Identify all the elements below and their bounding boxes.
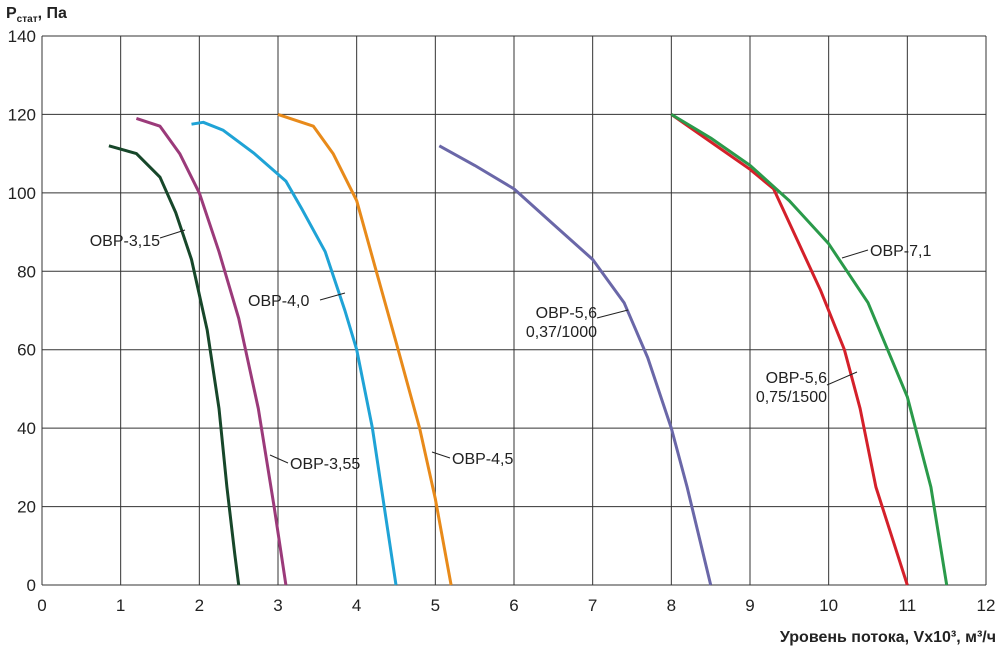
x-tick-label: 7 — [588, 596, 597, 615]
series-label: ОВР-5,6 0,75/1500 — [756, 370, 827, 406]
y-tick-label: 40 — [17, 419, 36, 438]
x-tick-label: 10 — [819, 596, 838, 615]
series-line — [135, 116, 288, 586]
x-tick-label: 8 — [667, 596, 676, 615]
y-axis-title-main: P — [6, 5, 17, 22]
series-label-line: 0,37/1000 — [526, 324, 597, 341]
leader-line — [159, 229, 186, 239]
series-line — [191, 120, 398, 586]
y-tick-label: 20 — [17, 498, 36, 517]
leader-line — [269, 454, 289, 464]
series-label: ОВР-7,1 — [870, 243, 931, 260]
leader-line — [431, 451, 451, 459]
x-tick-label: 12 — [977, 596, 996, 615]
series-label: ОВР-3,15 — [90, 233, 160, 250]
series-label: ОВР-5,6 0,37/1000 — [526, 305, 597, 341]
y-tick-label: 120 — [8, 105, 36, 124]
series-label-line: ОВР-5,6 — [766, 370, 827, 387]
series-line — [438, 144, 713, 586]
leader-line — [596, 309, 629, 319]
y-tick-label: 140 — [8, 27, 36, 46]
x-tick-label: 3 — [273, 596, 282, 615]
series-line — [108, 144, 241, 586]
x-tick-label: 1 — [116, 596, 125, 615]
x-axis-title: Уровень потока, Vx10³, м³/ч — [780, 629, 996, 646]
y-axis-title-sub: стат — [17, 14, 38, 25]
series-line — [670, 113, 909, 586]
x-tick-label: 4 — [352, 596, 361, 615]
series-line — [670, 113, 949, 586]
y-tick-label: 0 — [27, 576, 36, 595]
series-label: ОВР-3,55 — [290, 456, 360, 473]
series-label-line: ОВР-5,6 — [536, 305, 597, 322]
leader-line — [826, 371, 858, 386]
y-tick-label: 100 — [8, 184, 36, 203]
y-tick-label: 60 — [17, 341, 36, 360]
x-tick-label: 6 — [509, 596, 518, 615]
x-tick-label: 0 — [37, 596, 46, 615]
series-label: ОВР-4,5 — [452, 451, 513, 468]
x-tick-label: 5 — [431, 596, 440, 615]
x-tick-label: 11 — [899, 596, 917, 615]
y-tick-label: 80 — [17, 262, 36, 281]
series-label-line: 0,75/1500 — [756, 389, 827, 406]
y-axis-title-unit: , Па — [38, 5, 67, 22]
leader-line — [319, 292, 346, 301]
y-axis-title: Pстат, Па — [6, 5, 67, 25]
x-tick-label: 2 — [195, 596, 204, 615]
series-label: ОВР-4,0 — [248, 293, 309, 310]
leader-line — [841, 249, 869, 259]
series-line — [277, 112, 453, 586]
x-tick-label: 9 — [745, 596, 754, 615]
